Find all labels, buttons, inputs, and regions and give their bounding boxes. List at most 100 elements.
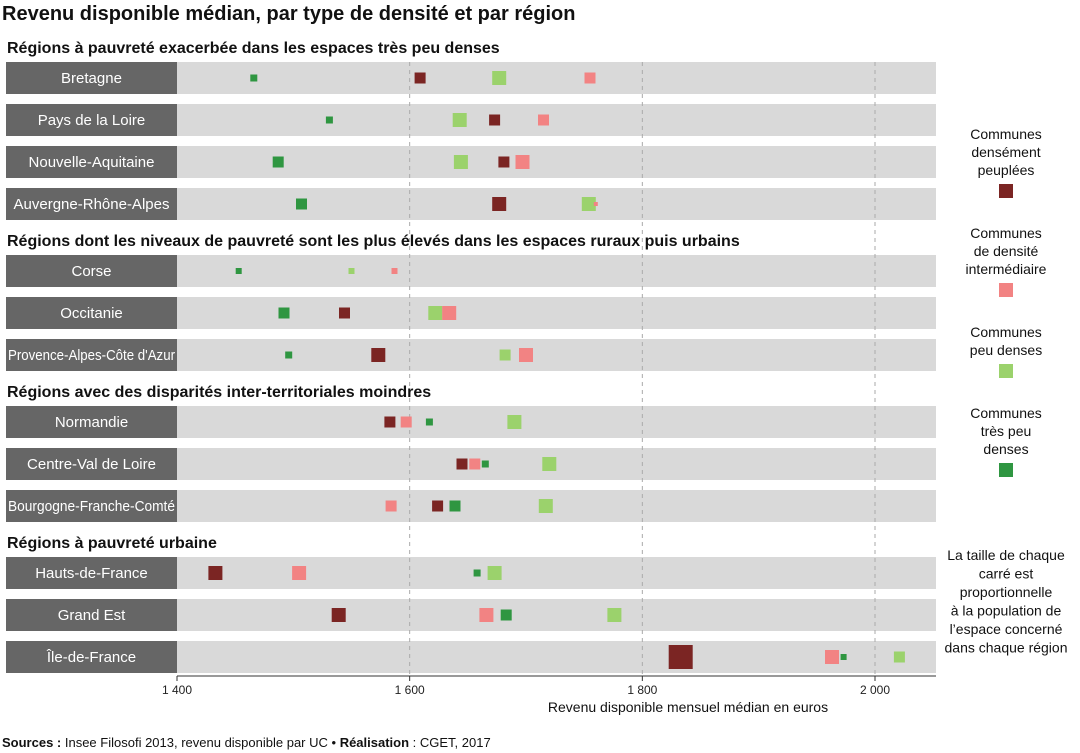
- region-label-hauts-de-france: Hauts-de-France: [35, 565, 148, 582]
- region-band-grand-est: [177, 599, 936, 631]
- legend-note-line-4: à la population de: [951, 603, 1062, 619]
- legend-text-intermediaire-3: intermédiaire: [966, 261, 1047, 277]
- region-labels: Régions à pauvreté exacerbée dans les es…: [7, 40, 740, 666]
- region-label-ile-de-france: Île-de-France: [46, 649, 136, 666]
- legend-text-peu_dense-2: peu denses: [970, 342, 1042, 358]
- realisation-label: Réalisation: [339, 735, 410, 750]
- point-bretagne-peu_dense: [492, 71, 507, 85]
- point-provence-alpes-cote-d-azur-intermediaire: [519, 348, 533, 362]
- region-label-bretagne: Bretagne: [61, 70, 122, 87]
- point-normandie-tres_peu_dense: [425, 418, 433, 426]
- point-provence-alpes-cote-d-azur-tres_peu_dense: [285, 351, 293, 359]
- region-label-corse: Corse: [71, 263, 111, 280]
- legend-text-dense-1: Communes: [970, 126, 1042, 142]
- region-band-corse: [177, 255, 936, 287]
- region-label-bg-normandie: [6, 406, 177, 438]
- region-label-bg-provence-alpes-cote-d-azur: [6, 339, 177, 371]
- point-bourgogne-franche-comte-tres_peu_dense: [449, 500, 461, 512]
- region-band-provence-alpes-cote-d-azur: [177, 339, 936, 371]
- legend-text-peu_dense-1: Communes: [970, 324, 1042, 340]
- x-axis-title: Revenu disponible mensuel médian en euro…: [548, 699, 828, 715]
- point-pays-de-la-loire-peu_dense: [452, 113, 467, 127]
- legend-text-intermediaire-2: de densité: [974, 243, 1039, 259]
- region-band-normandie: [177, 406, 936, 438]
- source-line: Sources : Insee Filosofi 2013, revenu di…: [2, 735, 491, 750]
- group-title-4: Régions à pauvreté urbaine: [7, 535, 217, 552]
- region-label-occitanie: Occitanie: [60, 305, 123, 322]
- point-occitanie-tres_peu_dense: [278, 307, 290, 319]
- region-band-ile-de-france: [177, 641, 936, 673]
- region-band-hauts-de-france: [177, 557, 936, 589]
- region-band-auvergne-rhone-alpes: [177, 188, 936, 220]
- point-bretagne-tres_peu_dense: [250, 74, 258, 82]
- x-tick-label-1800: 1 800: [627, 683, 657, 697]
- sources-label: Sources :: [2, 735, 62, 750]
- region-label-centre-val-de-loire: Centre-Val de Loire: [27, 456, 156, 473]
- point-pays-de-la-loire-intermediaire: [538, 114, 549, 126]
- region-label-bg-corse: [6, 255, 177, 287]
- point-bretagne-intermediaire: [584, 72, 596, 84]
- group-title-2: Régions dont les niveaux de pauvreté son…: [7, 233, 740, 250]
- x-tick-label-1400: 1 400: [162, 683, 192, 697]
- region-bands: [6, 62, 936, 673]
- x-tick-label-2000: 2 000: [860, 683, 890, 697]
- legend: Communes densément peuplées Communes de dens…: [945, 126, 1068, 656]
- point-corse-peu_dense: [348, 268, 355, 274]
- data-marks: [208, 71, 905, 669]
- legend-swatch-intermediaire: [999, 283, 1013, 297]
- point-auvergne-rhone-alpes-peu_dense: [581, 197, 596, 211]
- point-corse-tres_peu_dense: [235, 268, 242, 274]
- region-label-bg-ile-de-france: [6, 641, 177, 673]
- point-pays-de-la-loire-tres_peu_dense: [325, 116, 333, 124]
- point-provence-alpes-cote-d-azur-dense: [371, 348, 386, 362]
- region-label-grand-est: Grand Est: [58, 607, 126, 624]
- point-ile-de-france-dense: [668, 645, 693, 669]
- point-centre-val-de-loire-dense: [456, 458, 468, 470]
- legend-text-intermediaire-1: Communes: [970, 225, 1042, 241]
- region-label-bg-bourgogne-franche-comte: [6, 490, 177, 522]
- point-grand-est-tres_peu_dense: [500, 609, 512, 621]
- region-label-bg-auvergne-rhone-alpes: [6, 188, 177, 220]
- region-band-pays-de-la-loire: [177, 104, 936, 136]
- point-nouvelle-aquitaine-dense: [498, 156, 510, 168]
- region-label-auvergne-rhone-alpes: Auvergne-Rhône-Alpes: [14, 196, 170, 213]
- legend-text-tres_peu_dense-2: très peu: [981, 423, 1032, 439]
- point-grand-est-intermediaire: [479, 608, 494, 622]
- legend-text-dense-3: peuplées: [978, 162, 1035, 178]
- legend-swatch-dense: [999, 184, 1013, 198]
- point-pays-de-la-loire-dense: [489, 114, 501, 126]
- point-provence-alpes-cote-d-azur-peu_dense: [499, 349, 511, 361]
- region-label-normandie: Normandie: [55, 414, 128, 431]
- region-label-bourgogne-franche-comte: Bourgogne-Franche-Comté: [8, 498, 175, 515]
- region-label-bg-grand-est: [6, 599, 177, 631]
- region-label-bg-occitanie: [6, 297, 177, 329]
- x-tick-label-1600: 1 600: [395, 683, 425, 697]
- point-centre-val-de-loire-intermediaire: [469, 458, 481, 470]
- point-ile-de-france-intermediaire: [825, 650, 839, 664]
- chart-title: Revenu disponible médian, par type de de…: [2, 3, 575, 25]
- point-centre-val-de-loire-peu_dense: [542, 457, 557, 471]
- region-band-centre-val-de-loire: [177, 448, 936, 480]
- region-label-provence-alpes-cote-d-azur: Provence-Alpes-Côte d'Azur: [8, 347, 175, 364]
- region-band-occitanie: [177, 297, 936, 329]
- point-ile-de-france-tres_peu_dense: [840, 654, 847, 660]
- region-label-bg-hauts-de-france: [6, 557, 177, 589]
- region-band-nouvelle-aquitaine: [177, 146, 936, 178]
- legend-note-line-6: dans chaque région: [945, 640, 1068, 656]
- legend-swatch-peu_dense: [999, 364, 1013, 378]
- point-normandie-dense: [384, 416, 396, 428]
- region-label-nouvelle-aquitaine: Nouvelle-Aquitaine: [29, 154, 155, 171]
- point-bourgogne-franche-comte-intermediaire: [385, 500, 397, 512]
- point-nouvelle-aquitaine-tres_peu_dense: [272, 156, 284, 168]
- point-normandie-peu_dense: [507, 415, 522, 429]
- point-bourgogne-franche-comte-dense: [432, 500, 444, 512]
- region-label-bg-bretagne: [6, 62, 177, 94]
- point-ile-de-france-peu_dense: [893, 651, 905, 663]
- legend-swatch-tres_peu_dense: [999, 463, 1013, 477]
- region-band-bourgogne-franche-comte: [177, 490, 936, 522]
- chart: Régions à pauvreté exacerbée dans les es…: [2, 3, 1068, 715]
- point-grand-est-peu_dense: [607, 608, 622, 622]
- legend-text-dense-2: densément: [971, 144, 1040, 160]
- point-occitanie-dense: [339, 307, 350, 319]
- realisation-text: : CGET, 2017: [409, 735, 491, 750]
